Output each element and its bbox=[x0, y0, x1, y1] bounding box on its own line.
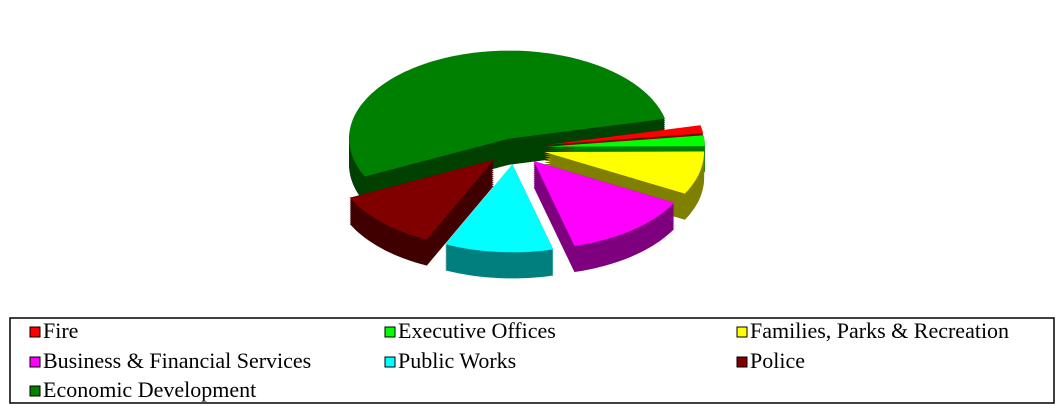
legend-swatch bbox=[29, 326, 41, 338]
legend-label: Fire bbox=[43, 318, 78, 343]
legend-label: Police bbox=[750, 348, 805, 373]
legend-swatch bbox=[736, 326, 748, 338]
slice-top bbox=[348, 50, 666, 177]
legend-label: Business & Financial Services bbox=[43, 348, 311, 373]
slice bbox=[349, 159, 495, 266]
slice-top bbox=[533, 160, 675, 247]
legend-swatch bbox=[29, 356, 41, 368]
legend-label: Economic Development bbox=[43, 377, 256, 402]
legend: Fire Executive Offices Families, Parks & R… bbox=[29, 318, 1009, 402]
slice-top bbox=[349, 159, 495, 240]
slice bbox=[533, 160, 675, 272]
slice-top bbox=[544, 125, 704, 146]
slice-top bbox=[544, 151, 705, 195]
legend-label: Executive Offices bbox=[398, 318, 556, 343]
legend-swatch bbox=[384, 326, 396, 338]
legend-label: Public Works bbox=[398, 348, 516, 373]
legend-swatch bbox=[29, 385, 41, 397]
legend-box bbox=[9, 317, 1055, 404]
legend-label: Families, Parks & Recreation bbox=[750, 318, 1009, 343]
legend-swatch bbox=[736, 356, 748, 368]
slice-top bbox=[444, 163, 554, 253]
pie bbox=[348, 50, 706, 279]
slice bbox=[348, 50, 666, 203]
slice-top bbox=[544, 134, 706, 148]
slice bbox=[444, 163, 554, 279]
legend-swatch bbox=[384, 356, 396, 368]
